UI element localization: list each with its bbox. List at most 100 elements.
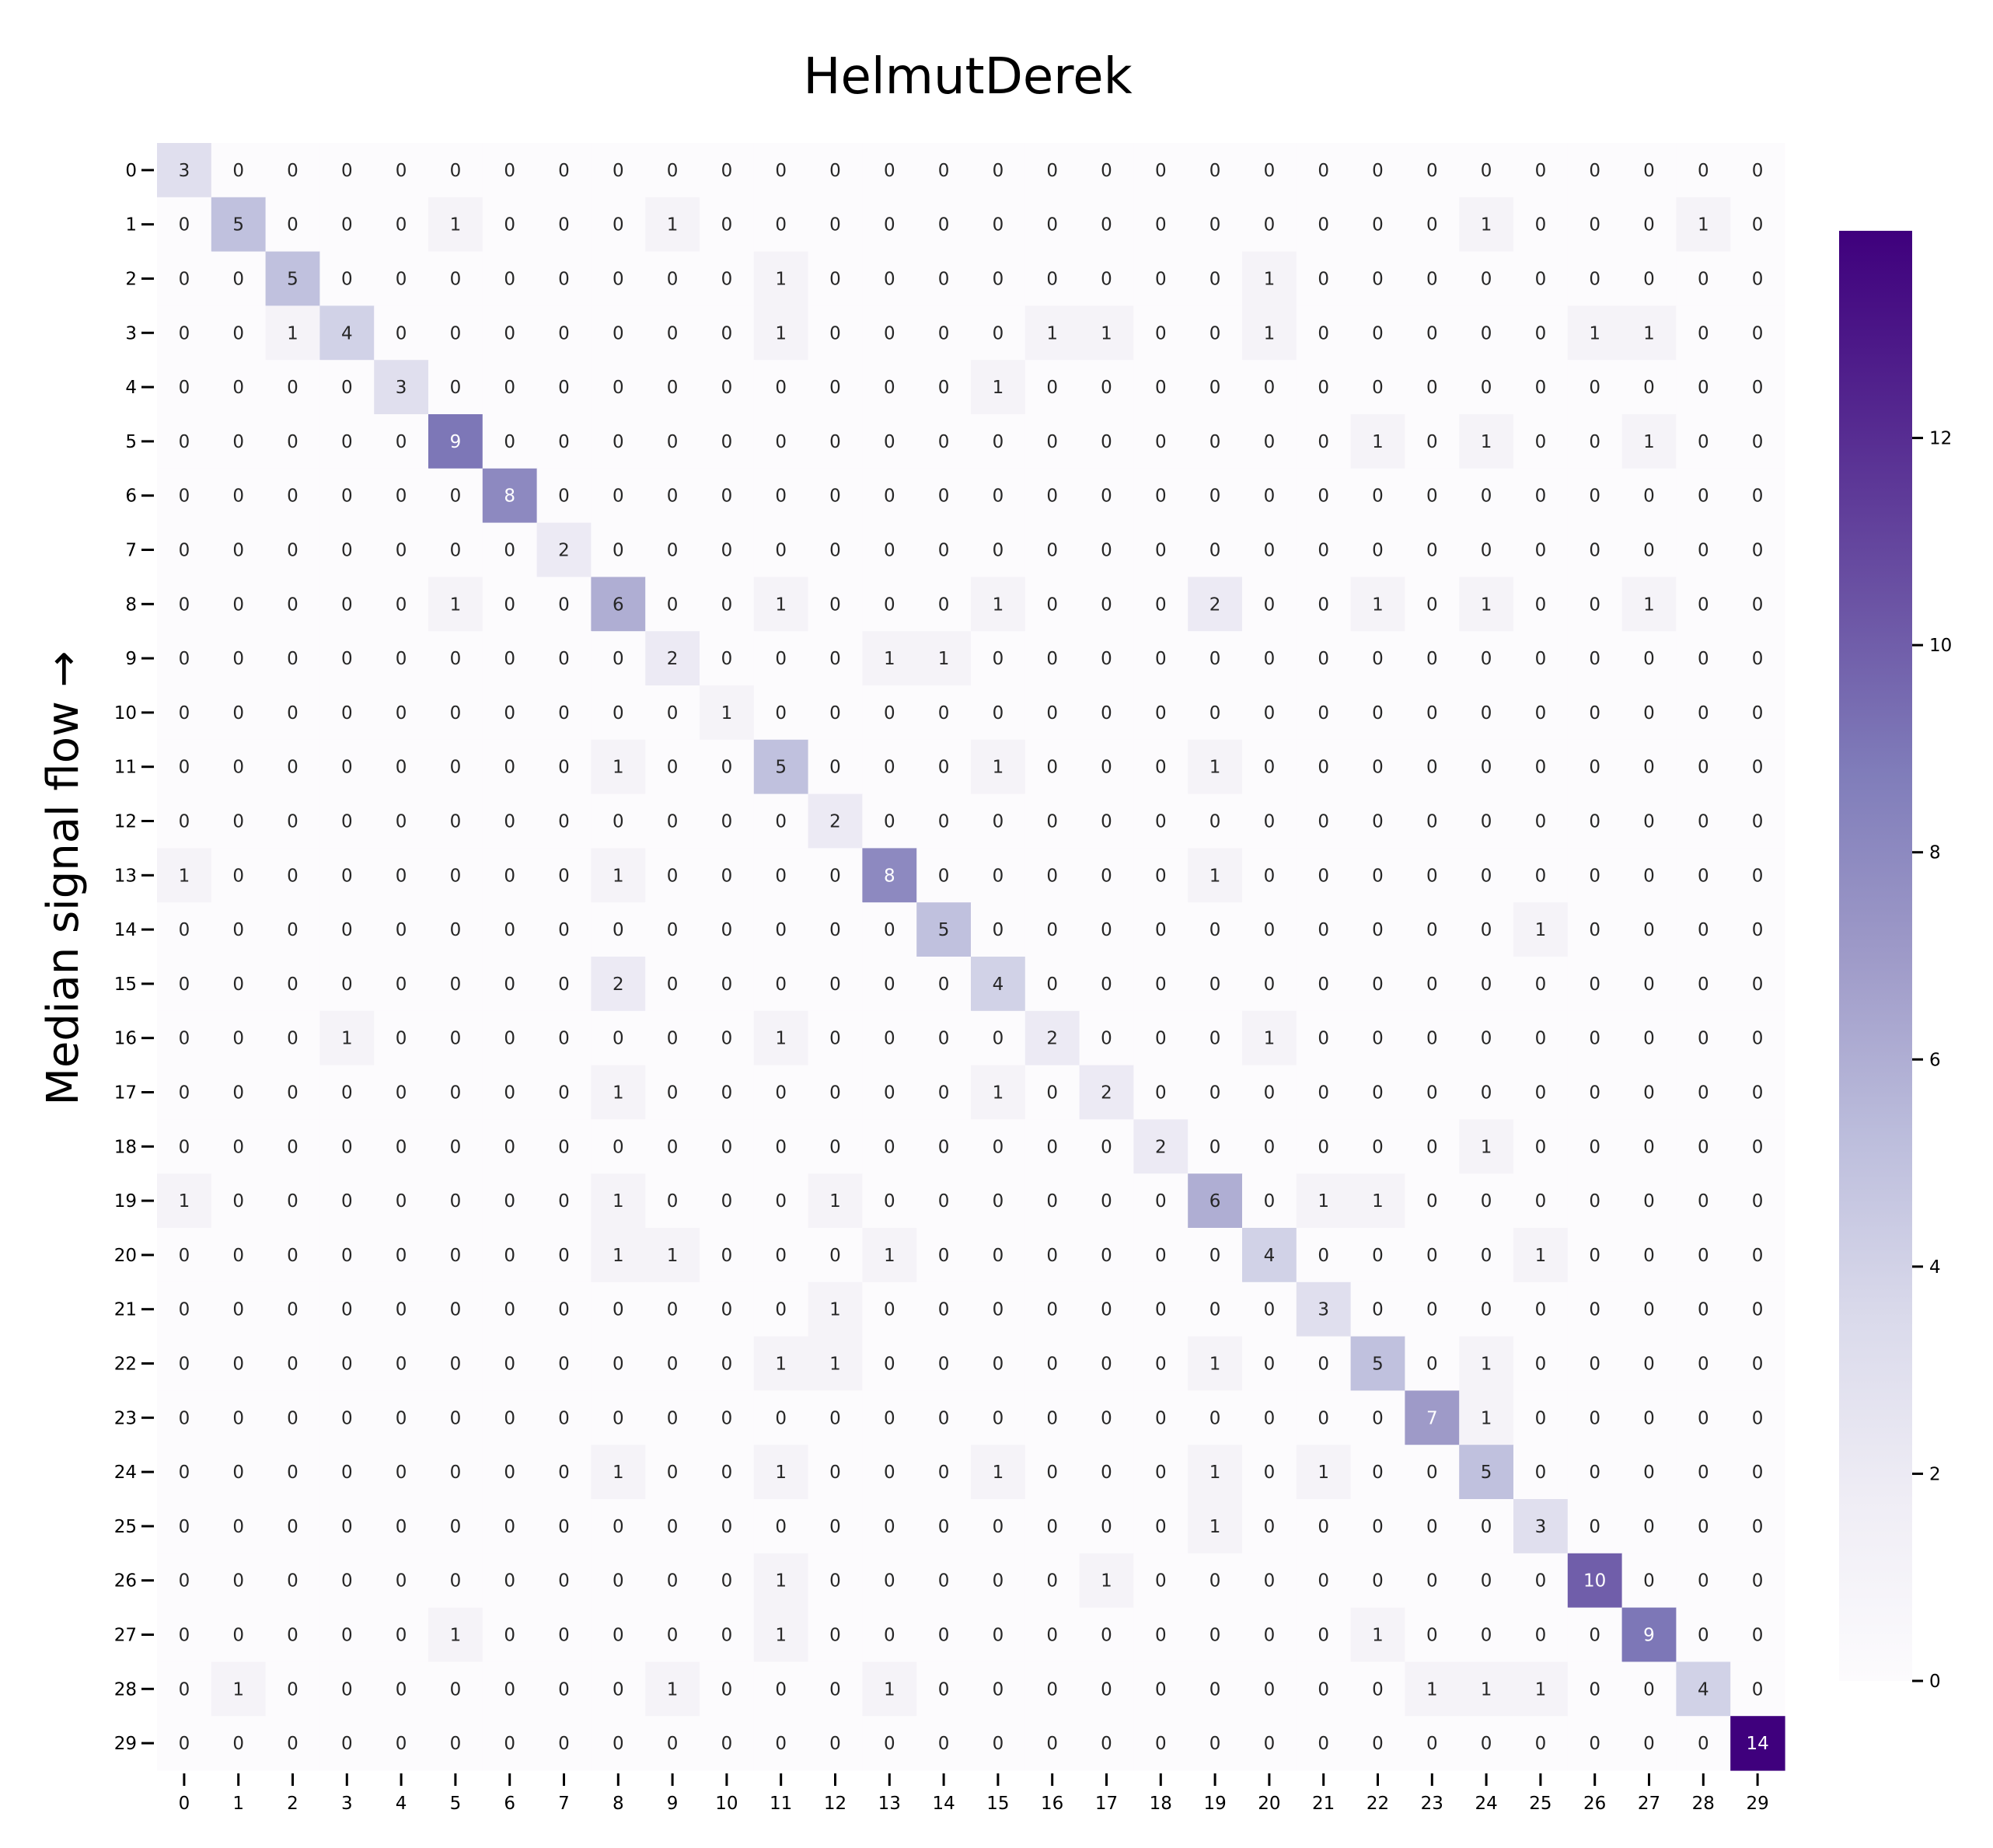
heatmap-cell <box>916 1065 972 1120</box>
y-tick-label: 14 <box>114 920 137 940</box>
cell-value-label: 0 <box>721 1029 733 1049</box>
cell-value-label: 2 <box>1209 594 1221 615</box>
heatmap-cell <box>157 1336 212 1391</box>
heatmap-cell <box>971 1228 1026 1283</box>
cell-value-label: 1 <box>1698 215 1709 235</box>
heatmap-cell <box>1242 1010 1297 1066</box>
heatmap-cell <box>211 1065 267 1120</box>
cell-value-label: 0 <box>1481 1029 1492 1049</box>
cell-value-label: 0 <box>341 649 353 669</box>
cell-value-label: 0 <box>341 541 353 561</box>
x-tick-label: 13 <box>878 1794 901 1814</box>
cell-value-label: 0 <box>775 215 787 235</box>
cell-value-label: 0 <box>613 1300 624 1320</box>
heatmap-cell <box>265 631 320 686</box>
heatmap-cell <box>1079 793 1134 849</box>
heatmap-cell <box>1079 1661 1134 1717</box>
heatmap-cell <box>1405 1173 1460 1229</box>
heatmap-cell <box>971 1716 1026 1771</box>
cell-value-label: 0 <box>1046 161 1058 181</box>
heatmap-cell <box>753 902 809 957</box>
heatmap-cell <box>645 1499 700 1554</box>
heatmap-cell <box>536 1607 592 1662</box>
cell-value-label: 10 <box>1583 1571 1606 1592</box>
heatmap-cell <box>916 1499 972 1554</box>
cell-value-label: 0 <box>993 649 1004 669</box>
heatmap-cell <box>1296 1445 1352 1500</box>
heatmap-cell <box>157 1281 212 1337</box>
cell-value-label: 0 <box>1752 866 1764 886</box>
heatmap-cell <box>916 577 972 632</box>
heatmap-cell <box>1567 360 1623 415</box>
heatmap-cell <box>1079 1607 1134 1662</box>
cell-value-label: 0 <box>1752 270 1764 290</box>
cell-value-label: 1 <box>1643 594 1655 615</box>
heatmap-cells: 3 0 0 0 0 0 0 0 0 0 0 0 0 0 0 0 0 0 0 0 0 0 0 0 0 0 0 0 0 00 5 0 0 0 1 0 0 0 1… <box>157 143 1785 1771</box>
cell-value-label: 0 <box>993 812 1004 832</box>
cell-value-label: 0 <box>721 1679 733 1700</box>
heatmap-cell <box>1405 1553 1460 1609</box>
cell-value-label: 0 <box>232 1191 244 1212</box>
heatmap-cell <box>1676 522 1731 577</box>
heatmap-cell <box>916 957 972 1012</box>
cell-value-label: 0 <box>1643 270 1655 290</box>
heatmap-cell <box>1567 902 1623 957</box>
cell-value-label: 0 <box>287 1191 298 1212</box>
heatmap-cell <box>1350 1228 1405 1283</box>
heatmap-cell <box>808 902 863 957</box>
x-tick-label: 19 <box>1203 1794 1226 1814</box>
cell-value-label: 0 <box>1698 920 1709 940</box>
heatmap-cell <box>1079 1499 1134 1554</box>
heatmap-cell <box>536 577 592 632</box>
heatmap-cell <box>374 251 429 306</box>
heatmap-cell <box>1513 1499 1569 1554</box>
heatmap-cell <box>591 305 646 361</box>
y-tick-label: 25 <box>114 1517 137 1537</box>
heatmap-cell <box>1567 1010 1623 1066</box>
cell-value-label: 0 <box>1535 323 1547 343</box>
cell-value-label: 0 <box>396 215 407 235</box>
y-axis-label: Median signal flow → <box>38 651 89 1106</box>
x-tick-label: 6 <box>504 1794 515 1814</box>
cell-value-label: 0 <box>558 270 570 290</box>
heatmap-cell <box>1730 577 1785 632</box>
heatmap-cell <box>374 1228 429 1283</box>
cell-value-label: 0 <box>1372 1137 1384 1157</box>
heatmap-cell <box>428 1281 483 1337</box>
cell-value-label: 0 <box>1264 1137 1276 1157</box>
cell-value-label: 0 <box>287 1517 298 1537</box>
heatmap-cell <box>1730 1281 1785 1337</box>
heatmap-cell <box>1405 414 1460 469</box>
heatmap-cell <box>1079 1119 1134 1174</box>
cell-value-label: 0 <box>232 1137 244 1157</box>
cell-value-label: 1 <box>1372 1626 1384 1646</box>
cell-value-label: 0 <box>1046 1408 1058 1428</box>
cell-value-label: 0 <box>1643 1571 1655 1592</box>
cell-value-label: 0 <box>396 1679 407 1700</box>
cell-value-label: 0 <box>396 1083 407 1104</box>
cell-value-label: 0 <box>1046 1517 1058 1537</box>
heatmap-cell <box>753 143 809 198</box>
heatmap-cell <box>753 1607 809 1662</box>
cell-value-label: 0 <box>1264 541 1276 561</box>
heatmap-cell <box>482 360 538 415</box>
cell-value-label: 0 <box>1535 1083 1547 1104</box>
heatmap-cell <box>1621 1173 1677 1229</box>
heatmap-cell <box>808 1716 863 1771</box>
cell-value-label: 0 <box>287 703 298 724</box>
heatmap-cell <box>1133 739 1188 795</box>
cell-value-label: 0 <box>558 649 570 669</box>
cell-value-label: 0 <box>1155 975 1167 995</box>
cell-value-label: 0 <box>775 703 787 724</box>
heatmap-cell <box>1024 793 1080 849</box>
heatmap-cell <box>645 251 700 306</box>
heatmap-cell <box>536 1390 592 1445</box>
heatmap-cell <box>1405 360 1460 415</box>
heatmap-cell <box>808 1281 863 1337</box>
heatmap-cell <box>1405 957 1460 1012</box>
cell-value-label: 0 <box>829 594 841 615</box>
heatmap-cell <box>1188 902 1243 957</box>
cell-value-label: 0 <box>1209 1408 1221 1428</box>
cell-value-label: 0 <box>1155 1626 1167 1646</box>
heatmap-cell <box>1024 360 1080 415</box>
